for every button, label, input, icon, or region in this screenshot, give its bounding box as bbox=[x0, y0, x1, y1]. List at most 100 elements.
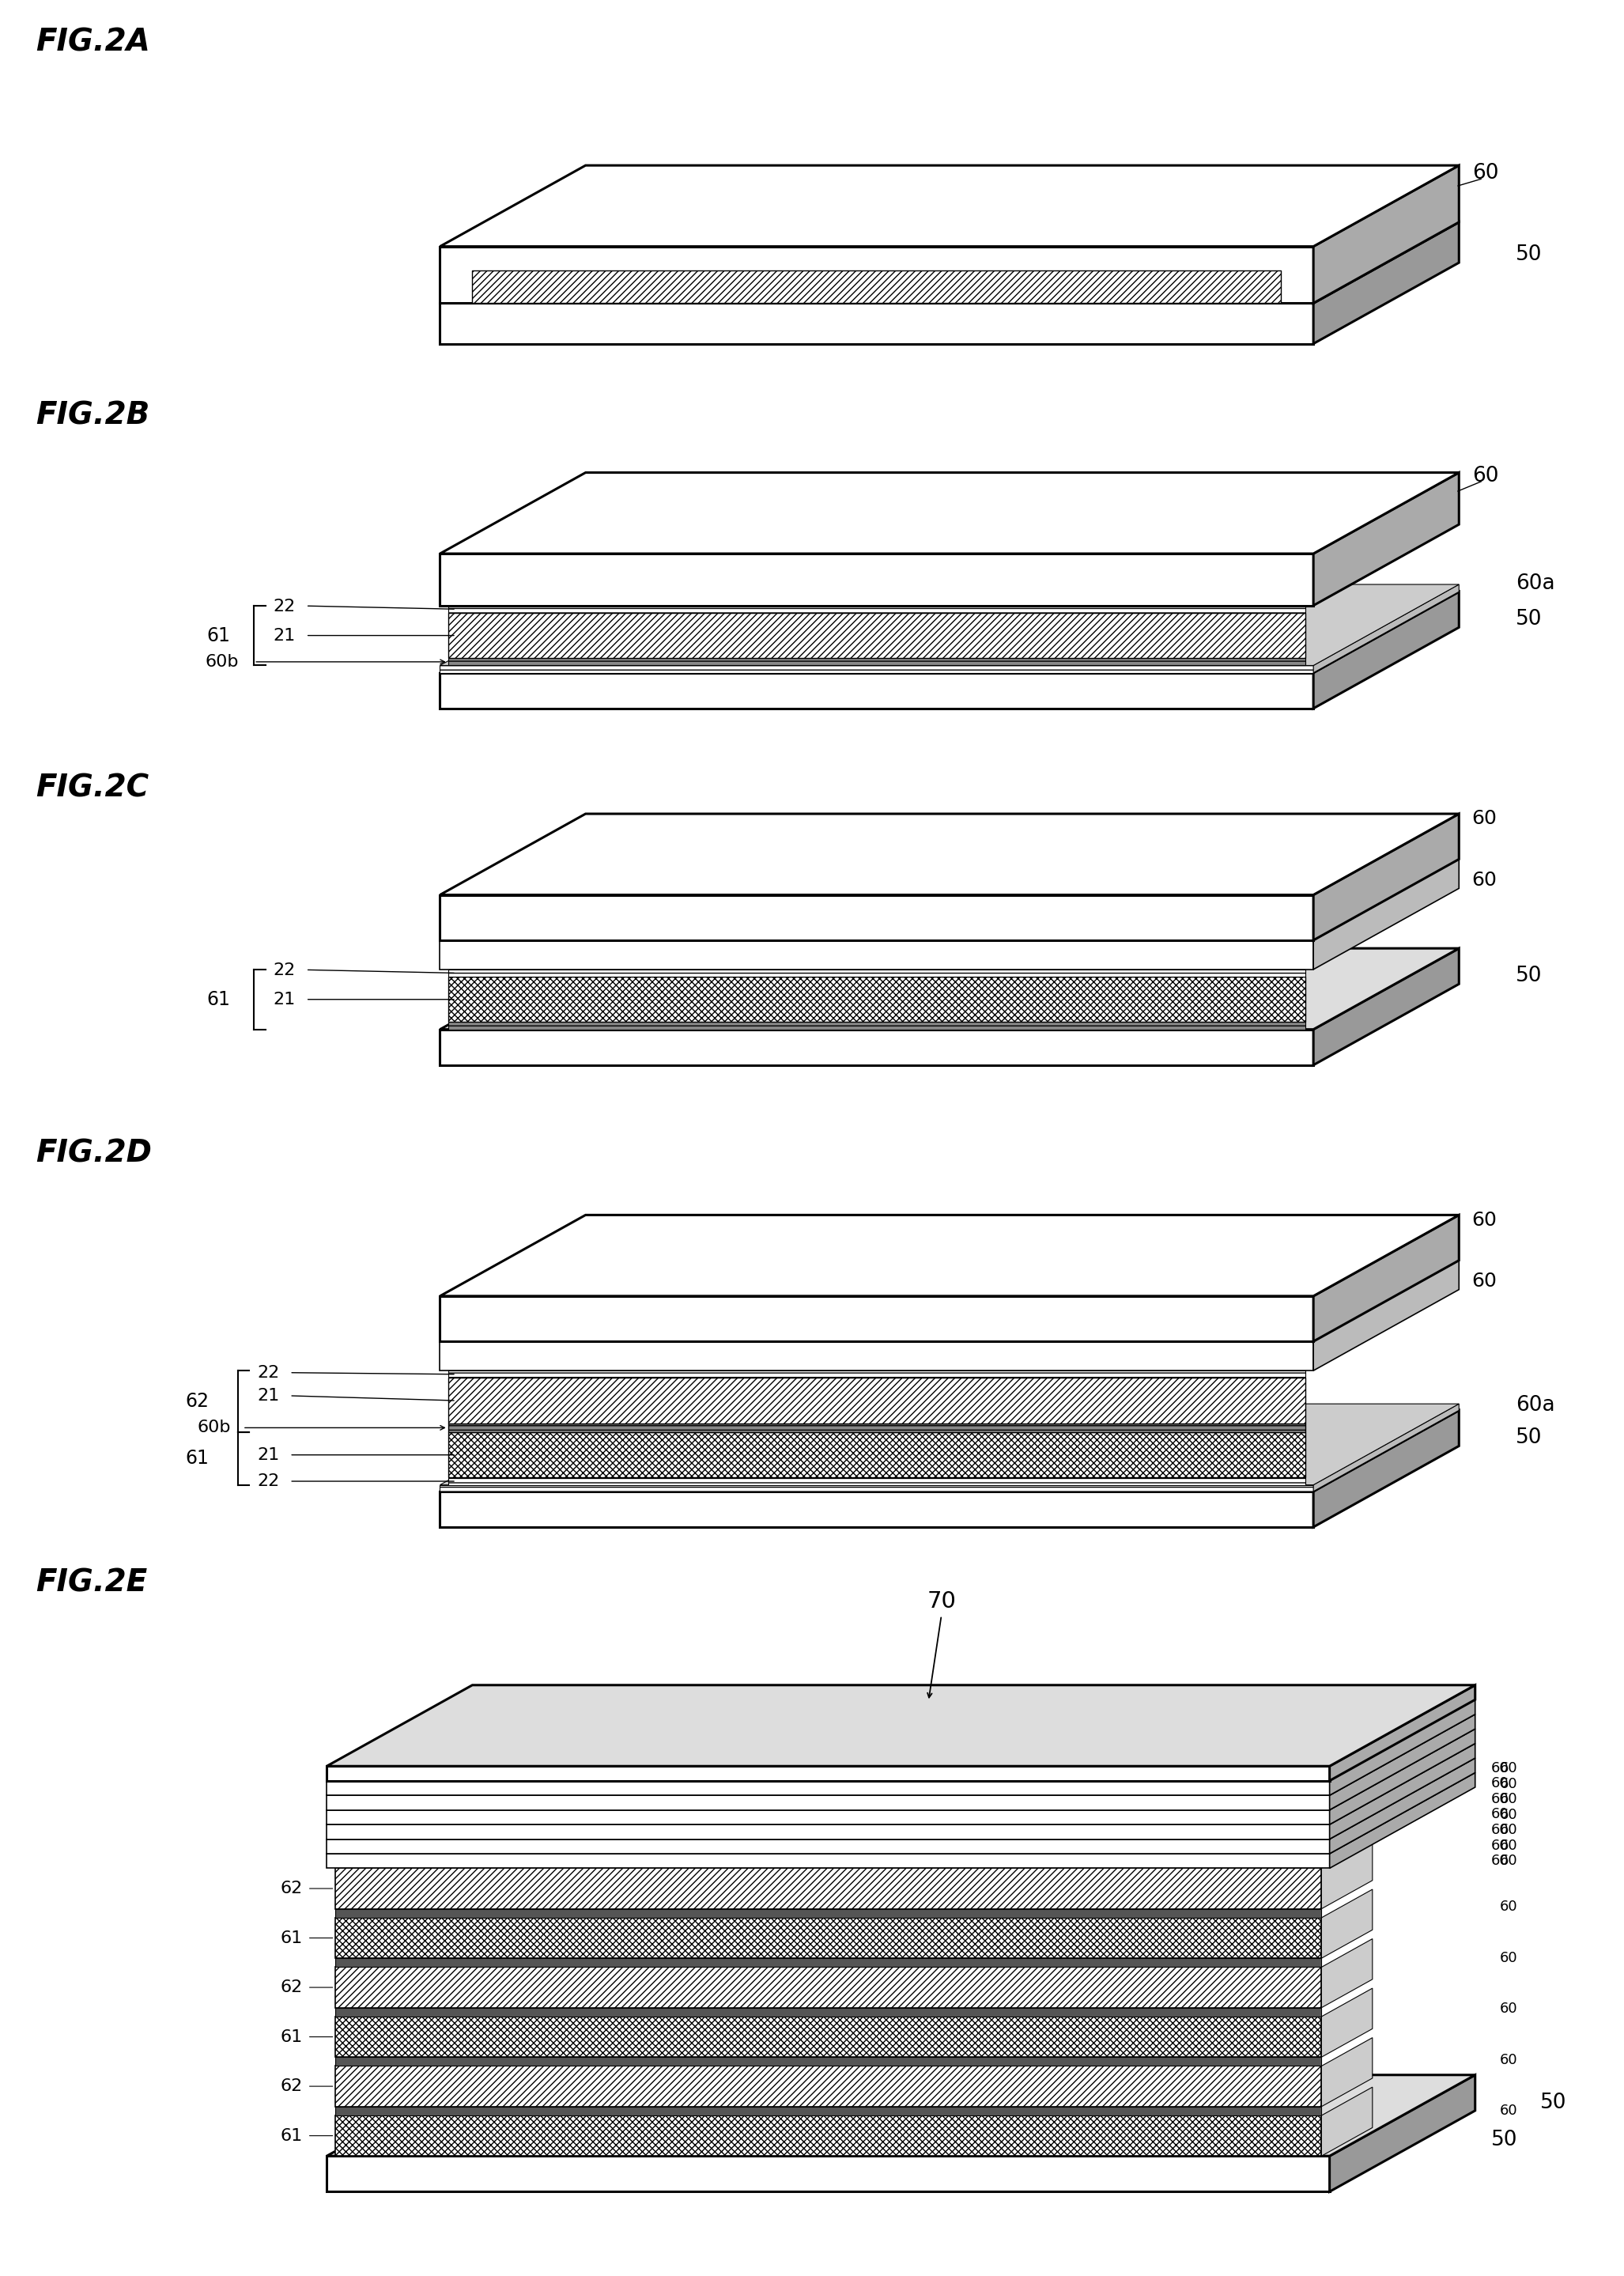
Polygon shape bbox=[326, 1700, 1475, 1780]
Text: 60: 60 bbox=[1471, 1272, 1497, 1290]
Polygon shape bbox=[440, 592, 1458, 674]
Text: 61: 61 bbox=[206, 626, 231, 644]
Polygon shape bbox=[1330, 1773, 1475, 1869]
Text: 60: 60 bbox=[1491, 1839, 1509, 1853]
Polygon shape bbox=[1314, 473, 1458, 605]
Polygon shape bbox=[326, 1766, 1330, 1780]
Polygon shape bbox=[326, 1839, 1330, 1853]
Polygon shape bbox=[1314, 223, 1458, 344]
Polygon shape bbox=[1330, 1700, 1475, 1796]
Text: FIG.2A: FIG.2A bbox=[36, 27, 149, 57]
Polygon shape bbox=[335, 1957, 1322, 1966]
Text: 50: 50 bbox=[1515, 1427, 1543, 1448]
Polygon shape bbox=[326, 1853, 1330, 1869]
Polygon shape bbox=[1314, 949, 1458, 1065]
Text: 60b: 60b bbox=[198, 1420, 231, 1436]
Polygon shape bbox=[335, 2058, 1322, 2067]
Text: 60: 60 bbox=[1471, 872, 1497, 890]
Polygon shape bbox=[440, 473, 1458, 553]
Polygon shape bbox=[326, 1780, 1330, 1796]
Polygon shape bbox=[1314, 166, 1458, 303]
Polygon shape bbox=[1314, 1215, 1458, 1341]
Polygon shape bbox=[440, 1341, 1314, 1370]
Text: 50: 50 bbox=[1515, 965, 1543, 986]
Polygon shape bbox=[440, 1491, 1314, 1527]
Text: 60: 60 bbox=[1499, 1839, 1517, 1853]
Polygon shape bbox=[326, 1825, 1330, 1839]
Polygon shape bbox=[1314, 858, 1458, 970]
Polygon shape bbox=[440, 949, 1458, 1029]
Polygon shape bbox=[448, 1377, 1306, 1422]
Polygon shape bbox=[335, 1869, 1322, 1910]
Text: 60: 60 bbox=[1499, 1951, 1517, 1964]
Polygon shape bbox=[440, 553, 1314, 605]
Polygon shape bbox=[335, 2108, 1322, 2114]
Text: 60: 60 bbox=[1491, 1762, 1509, 1775]
Text: 62: 62 bbox=[281, 2078, 302, 2094]
Text: 61: 61 bbox=[185, 1450, 209, 1468]
Text: 60: 60 bbox=[1499, 1900, 1517, 1914]
Text: 60: 60 bbox=[1499, 2103, 1517, 2119]
Text: 62: 62 bbox=[281, 1980, 302, 1996]
Text: FIG.2E: FIG.2E bbox=[36, 1568, 148, 1598]
Polygon shape bbox=[335, 1910, 1322, 1919]
Polygon shape bbox=[440, 1295, 1314, 1341]
Text: 60b: 60b bbox=[206, 653, 239, 669]
Polygon shape bbox=[448, 658, 1306, 665]
Polygon shape bbox=[1330, 1757, 1475, 1853]
Polygon shape bbox=[440, 1029, 1314, 1065]
Polygon shape bbox=[440, 1411, 1458, 1491]
Polygon shape bbox=[448, 1370, 1306, 1377]
Polygon shape bbox=[326, 2076, 1475, 2155]
Polygon shape bbox=[326, 1809, 1330, 1825]
Polygon shape bbox=[1322, 1939, 1372, 2007]
Polygon shape bbox=[326, 1730, 1475, 1809]
Text: FIG.2C: FIG.2C bbox=[36, 774, 149, 803]
Polygon shape bbox=[326, 1714, 1475, 1796]
Text: 60: 60 bbox=[1491, 1775, 1509, 1791]
Polygon shape bbox=[448, 1422, 1306, 1432]
Polygon shape bbox=[1330, 2076, 1475, 2192]
Text: 60: 60 bbox=[1499, 1791, 1517, 1807]
Polygon shape bbox=[440, 303, 1314, 344]
Polygon shape bbox=[326, 1796, 1330, 1809]
Text: 60: 60 bbox=[1499, 1778, 1517, 1791]
Polygon shape bbox=[326, 1773, 1475, 1853]
Text: 61: 61 bbox=[206, 990, 231, 1008]
Polygon shape bbox=[1322, 2087, 1372, 2155]
Text: 50: 50 bbox=[1515, 244, 1543, 264]
Polygon shape bbox=[326, 1757, 1475, 1839]
Text: 60: 60 bbox=[1499, 1807, 1517, 1821]
Text: 60: 60 bbox=[1499, 2053, 1517, 2067]
Text: 60: 60 bbox=[1471, 164, 1499, 184]
Polygon shape bbox=[473, 271, 1281, 303]
Text: 61: 61 bbox=[281, 2028, 302, 2044]
Polygon shape bbox=[440, 674, 1314, 708]
Polygon shape bbox=[440, 665, 1314, 674]
Polygon shape bbox=[448, 970, 1306, 976]
Text: 60: 60 bbox=[1471, 467, 1499, 487]
Polygon shape bbox=[448, 1432, 1306, 1477]
Polygon shape bbox=[1322, 1839, 1372, 1910]
Polygon shape bbox=[440, 1215, 1458, 1295]
Text: 60: 60 bbox=[1491, 1807, 1509, 1821]
Text: 70: 70 bbox=[927, 1591, 957, 1611]
Polygon shape bbox=[335, 2114, 1322, 2155]
Text: 22: 22 bbox=[273, 599, 296, 615]
Text: 22: 22 bbox=[257, 1473, 279, 1489]
Polygon shape bbox=[1330, 1684, 1475, 1780]
Polygon shape bbox=[448, 976, 1306, 1022]
Polygon shape bbox=[1330, 1743, 1475, 1839]
Polygon shape bbox=[1314, 585, 1458, 674]
Polygon shape bbox=[440, 894, 1314, 940]
Polygon shape bbox=[440, 585, 1458, 665]
Text: 21: 21 bbox=[273, 628, 296, 644]
Polygon shape bbox=[1314, 1261, 1458, 1370]
Text: 60: 60 bbox=[1499, 1855, 1517, 1869]
Text: 60: 60 bbox=[1491, 1791, 1509, 1807]
Text: 21: 21 bbox=[257, 1448, 279, 1463]
Polygon shape bbox=[440, 1484, 1314, 1491]
Polygon shape bbox=[448, 605, 1306, 612]
Polygon shape bbox=[440, 940, 1314, 970]
Polygon shape bbox=[1314, 1411, 1458, 1527]
